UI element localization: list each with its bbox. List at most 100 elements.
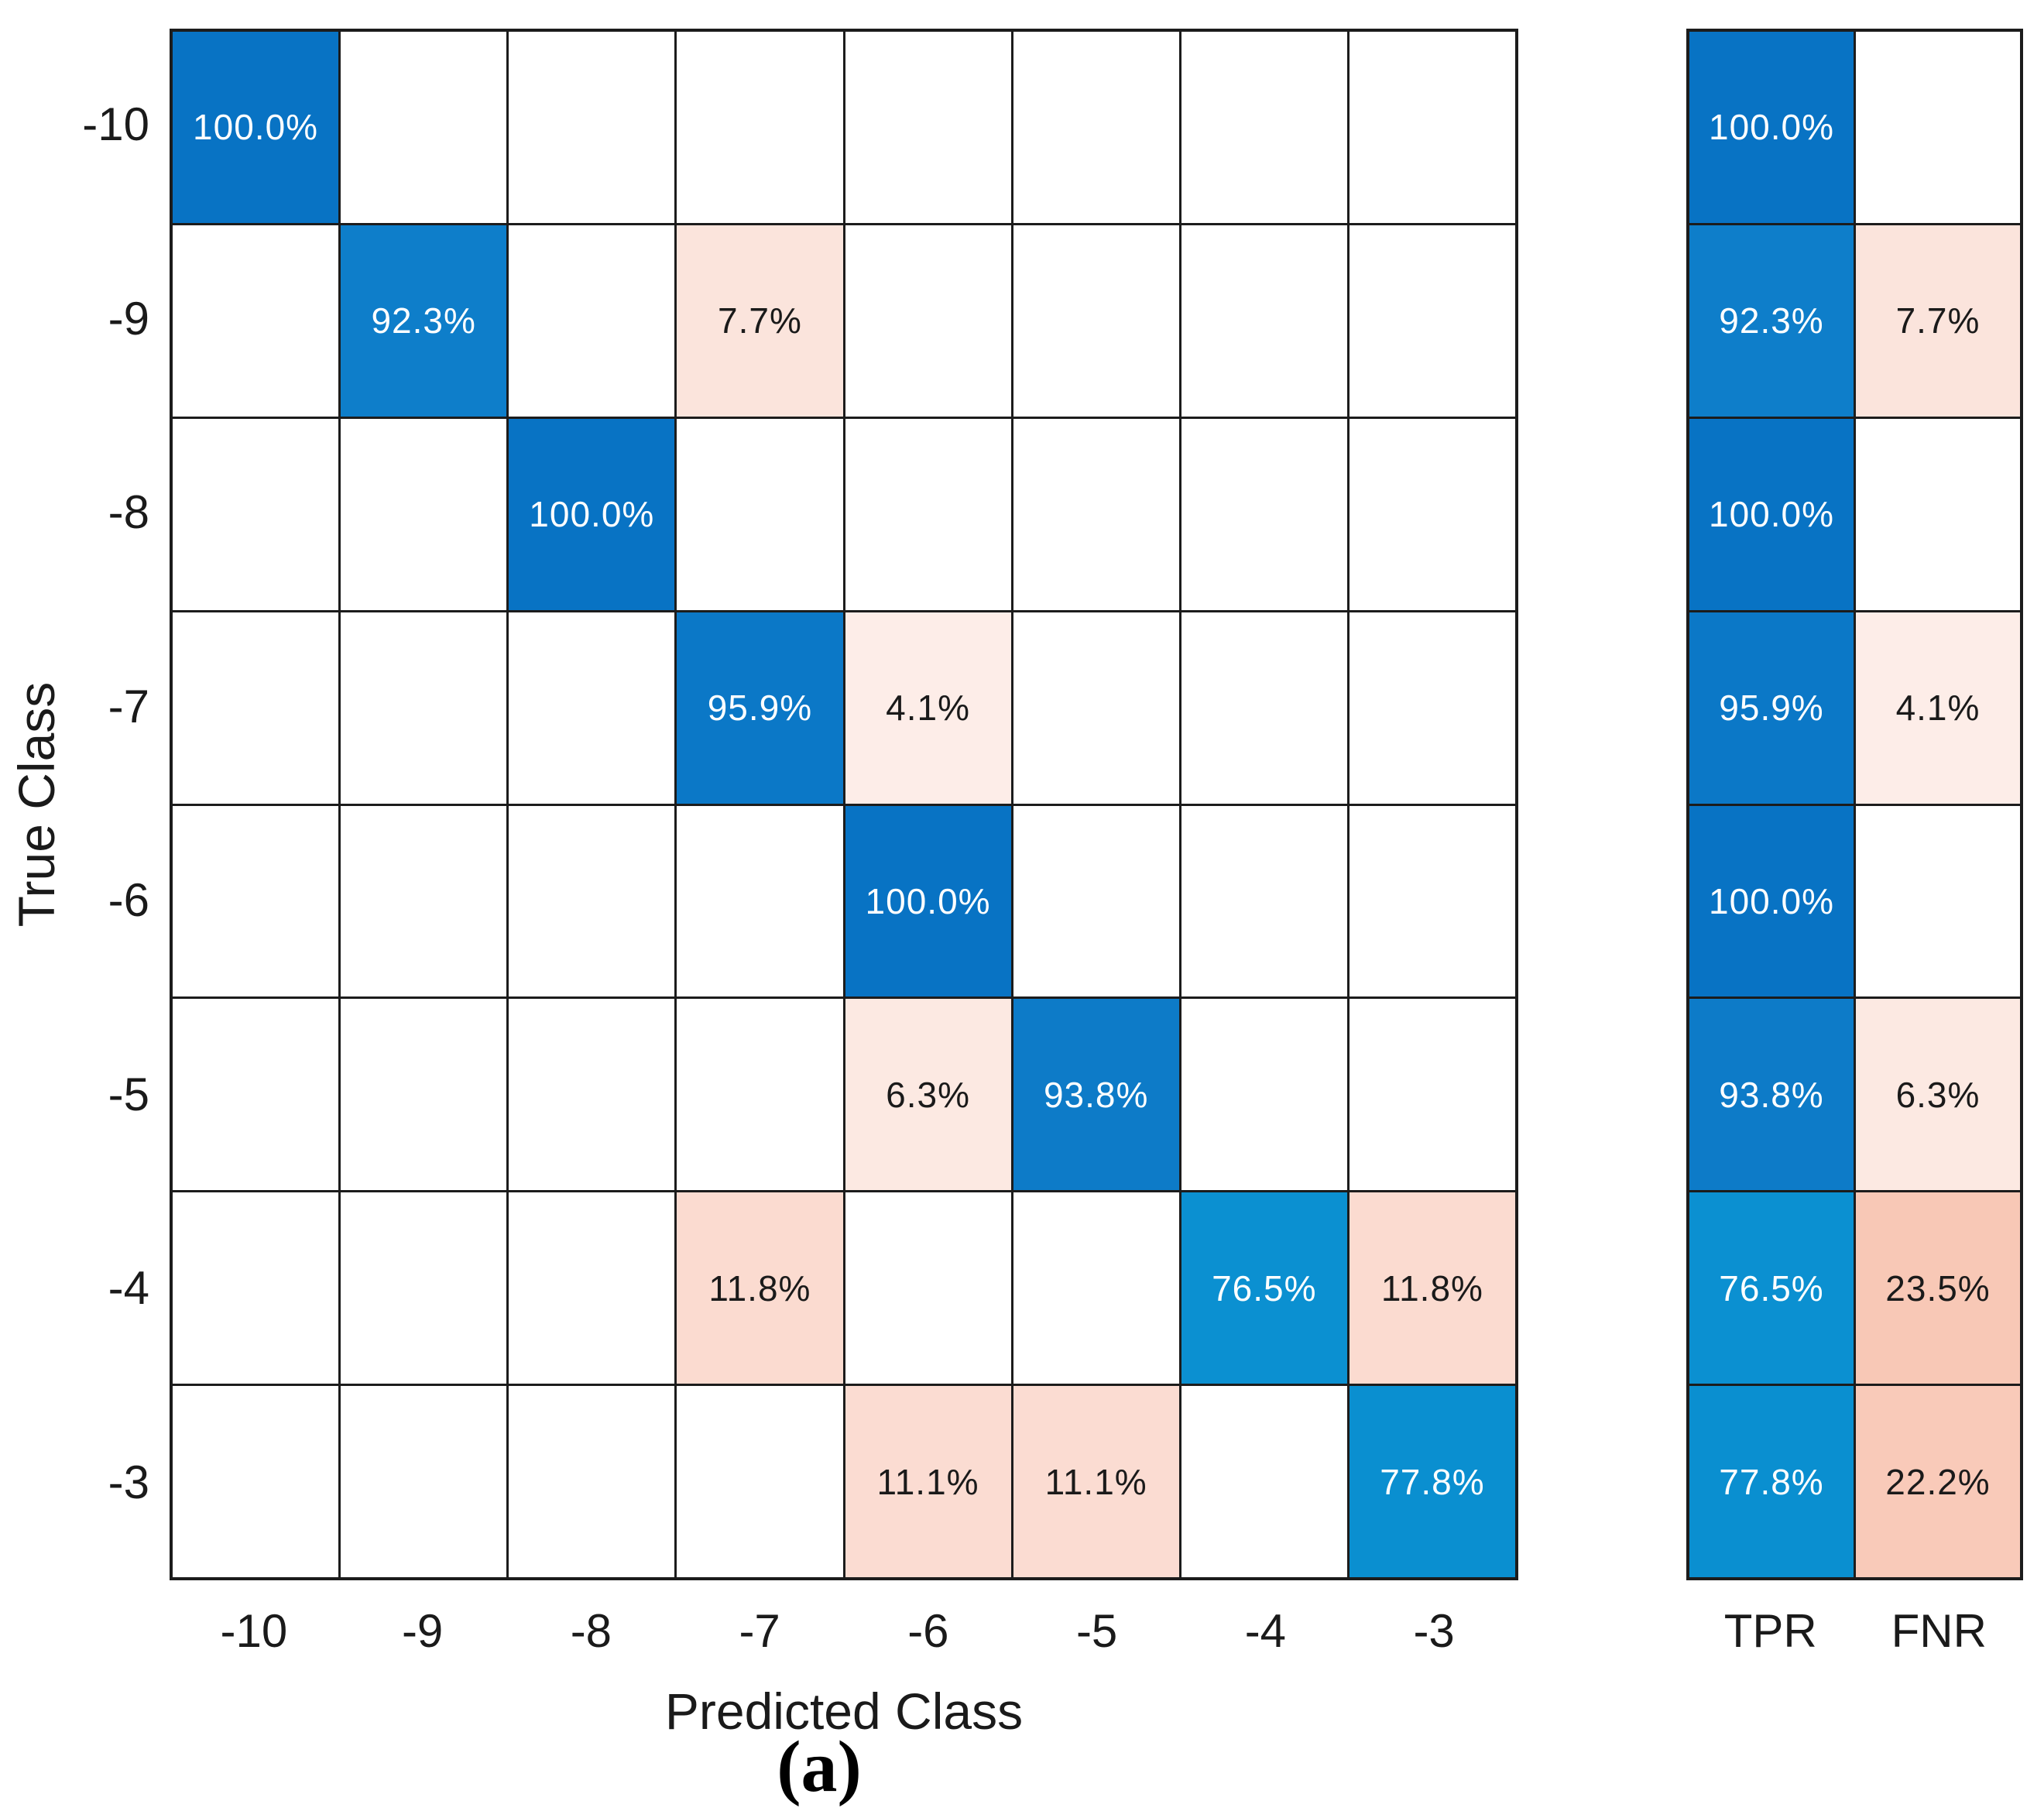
- matrix-cell: [1181, 999, 1347, 1191]
- matrix-cell: [1349, 999, 1515, 1191]
- y-tick-label: -10: [82, 98, 149, 151]
- fnr-cell: 4.1%: [1856, 612, 2020, 804]
- fnr-cell: 6.3%: [1856, 999, 2020, 1191]
- matrix-cell: [341, 612, 507, 804]
- matrix-cell: 100.0%: [845, 805, 1011, 997]
- y-tick-label: -5: [108, 1068, 149, 1120]
- matrix-cell: [1349, 225, 1515, 417]
- x-tick-label: -4: [1244, 1605, 1287, 1657]
- matrix-cell: [173, 805, 339, 997]
- fnr-cell: [1856, 418, 2020, 610]
- matrix-cell: [509, 32, 675, 223]
- matrix-cell: 11.8%: [677, 1192, 843, 1384]
- x-tick-label: -10: [220, 1605, 288, 1657]
- tpr-cell: 100.0%: [1689, 805, 1854, 997]
- matrix-cell: [677, 805, 843, 997]
- matrix-cell: [341, 805, 507, 997]
- y-tick-label: -8: [108, 486, 149, 539]
- matrix-cell: 100.0%: [509, 418, 675, 610]
- fnr-cell: 23.5%: [1856, 1192, 2020, 1384]
- tpr-column-label: TPR: [1723, 1605, 1817, 1657]
- matrix-cell: [1013, 225, 1179, 417]
- x-tick-label: -7: [739, 1605, 780, 1657]
- matrix-cell: 11.8%: [1349, 1192, 1515, 1384]
- matrix-cell: [341, 418, 507, 610]
- y-tick-label: -6: [108, 874, 149, 927]
- matrix-cell: [1181, 32, 1347, 223]
- fnr-cell: 7.7%: [1856, 225, 2020, 417]
- matrix-cell: [1349, 418, 1515, 610]
- summary-grid: 100.0% 92.3% 7.7% 100.0% 95.9% 4.1% 100.0% 93.8…: [1686, 29, 2023, 1580]
- tpr-cell: 100.0%: [1689, 418, 1854, 610]
- matrix-cell: [1349, 805, 1515, 997]
- matrix-cell: [173, 1192, 339, 1384]
- matrix-cell: [677, 418, 843, 610]
- matrix-cell: [1181, 612, 1347, 804]
- matrix-cell: 11.1%: [845, 1386, 1011, 1577]
- matrix-cell: 7.7%: [677, 225, 843, 417]
- matrix-cell: [173, 418, 339, 610]
- y-tick-label: -7: [108, 680, 149, 732]
- matrix-cell: [509, 225, 675, 417]
- matrix-cell: [1013, 612, 1179, 804]
- matrix-cell: [1181, 1386, 1347, 1577]
- matrix-cell: [173, 612, 339, 804]
- matrix-cell: 11.1%: [1013, 1386, 1179, 1577]
- y-tick-label: -3: [108, 1456, 149, 1508]
- matrix-cell: [509, 1386, 675, 1577]
- matrix-cell: 92.3%: [341, 225, 507, 417]
- tpr-cell: 93.8%: [1689, 999, 1854, 1191]
- matrix-cell: [845, 32, 1011, 223]
- confusion-matrix-grid: 100.0% 92.3% 7.7% 100.0% 95.9% 4.1% 100.0% 6.3%…: [170, 29, 1518, 1580]
- matrix-cell: [845, 418, 1011, 610]
- x-tick-label: -5: [1075, 1605, 1118, 1657]
- matrix-cell: [341, 1192, 507, 1384]
- tpr-cell: 76.5%: [1689, 1192, 1854, 1384]
- matrix-cell: [845, 225, 1011, 417]
- x-tick-label: -3: [1413, 1605, 1455, 1657]
- matrix-cell: [341, 32, 507, 223]
- matrix-cell: [1013, 805, 1179, 997]
- fnr-cell: [1856, 805, 2020, 997]
- matrix-cell: [1013, 418, 1179, 610]
- matrix-cell: 6.3%: [845, 999, 1011, 1191]
- x-tick-label: -9: [401, 1605, 444, 1657]
- matrix-cell: 4.1%: [845, 612, 1011, 804]
- matrix-cell: [1181, 418, 1347, 610]
- matrix-cell: [1349, 612, 1515, 804]
- matrix-cell: 93.8%: [1013, 999, 1179, 1191]
- matrix-cell: [1181, 805, 1347, 997]
- x-tick-label: -8: [570, 1605, 612, 1657]
- matrix-cell: [509, 612, 675, 804]
- fnr-cell: [1856, 32, 2020, 223]
- y-tick-label: -4: [108, 1262, 149, 1315]
- matrix-cell: [173, 999, 339, 1191]
- matrix-cell: [677, 999, 843, 1191]
- matrix-cell: [1181, 225, 1347, 417]
- fnr-column-label: FNR: [1891, 1605, 1987, 1657]
- tpr-cell: 95.9%: [1689, 612, 1854, 804]
- tpr-cell: 77.8%: [1689, 1386, 1854, 1577]
- matrix-cell: [509, 999, 675, 1191]
- matrix-cell: 77.8%: [1349, 1386, 1515, 1577]
- matrix-cell: [509, 805, 675, 997]
- matrix-cell: [1013, 1192, 1179, 1384]
- matrix-cell: [677, 32, 843, 223]
- matrix-cell: [341, 999, 507, 1191]
- matrix-cell: 100.0%: [173, 32, 339, 223]
- fnr-cell: 22.2%: [1856, 1386, 2020, 1577]
- matrix-cell: 76.5%: [1181, 1192, 1347, 1384]
- matrix-cell: [1349, 32, 1515, 223]
- x-axis-label: Predicted Class: [664, 1683, 1024, 1740]
- tpr-cell: 100.0%: [1689, 32, 1854, 223]
- figure-caption: (a): [777, 1727, 862, 1807]
- x-tick-label: -6: [907, 1605, 949, 1657]
- matrix-cell: [1013, 32, 1179, 223]
- matrix-cell: [173, 225, 339, 417]
- matrix-cell: [341, 1386, 507, 1577]
- matrix-cell: [509, 1192, 675, 1384]
- tpr-cell: 92.3%: [1689, 225, 1854, 417]
- matrix-cell: 95.9%: [677, 612, 843, 804]
- matrix-cell: [677, 1386, 843, 1577]
